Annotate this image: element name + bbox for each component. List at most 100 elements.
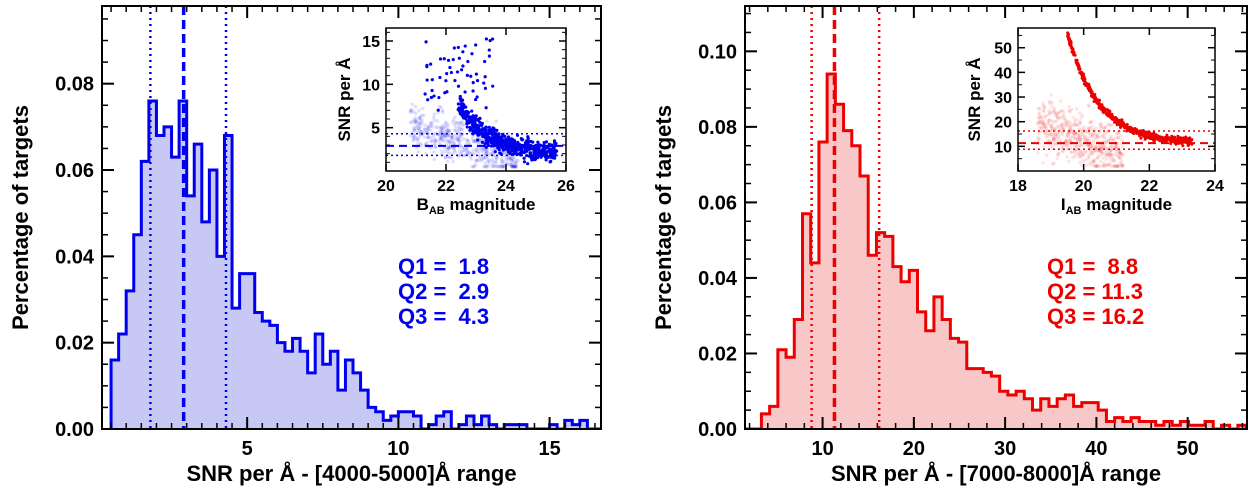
inset-point-faint: [501, 164, 506, 169]
x-axis-label: SNR per Å - [7000-8000]Å range: [831, 460, 1161, 486]
inset-point: [483, 135, 487, 139]
inset-point-faint: [1038, 121, 1043, 126]
inset-point-faint: [1042, 115, 1047, 119]
inset-point-faint: [1068, 120, 1073, 125]
inset-point: [555, 149, 559, 153]
inset-point-faint: [1118, 151, 1123, 156]
inset-point-faint: [1120, 145, 1125, 150]
inset-x-axis-label-suffix: magnitude: [445, 195, 536, 214]
inset-point-faint: [509, 159, 513, 164]
inset-point-faint: [1084, 149, 1088, 153]
inset-point-faint: [435, 118, 440, 123]
inset-point-faint: [1057, 134, 1062, 139]
inset-point-faint: [1077, 127, 1081, 131]
inset-point-faint: [1120, 162, 1125, 167]
inset-point-faint: [481, 155, 486, 160]
inset-point-faint: [474, 150, 478, 154]
inset-point-faint: [1053, 133, 1058, 138]
histogram-bin: [633, 425, 641, 429]
inset-point-faint: [1044, 133, 1049, 137]
inset-point: [1131, 127, 1135, 131]
inset-point: [1089, 91, 1093, 95]
inset-point-faint: [1084, 138, 1088, 142]
inset-point-faint: [413, 119, 418, 124]
inset-point: [1181, 144, 1185, 148]
inset-point-faint: [491, 162, 495, 167]
inset-point-faint: [417, 121, 422, 125]
inset-point: [495, 128, 499, 132]
inset-point: [501, 148, 506, 152]
inset-point-faint: [1117, 155, 1121, 160]
inset-point-faint: [509, 164, 514, 169]
inset-point: [452, 46, 456, 50]
inset-point-faint: [478, 147, 482, 151]
inset-point-faint: [412, 121, 417, 125]
inset-point-faint: [1108, 134, 1113, 138]
inset-point-faint: [1045, 135, 1049, 140]
inset-point-faint: [1087, 155, 1091, 159]
inset-point: [499, 139, 503, 143]
y-tick-label: 0.04: [55, 246, 95, 268]
inset-point-faint: [462, 136, 466, 141]
inset-point-faint: [416, 123, 420, 127]
inset-point-faint: [1093, 164, 1097, 168]
inset-point-faint: [1070, 150, 1074, 154]
inset-point-faint: [465, 138, 469, 142]
inset-point-faint: [437, 140, 442, 145]
inset-point-faint: [1086, 126, 1091, 131]
inset-point: [493, 150, 497, 154]
inset-point: [459, 97, 463, 101]
inset-point-faint: [1044, 129, 1048, 133]
inset-x-tick-label: 20: [1075, 178, 1093, 195]
inset-point: [536, 140, 540, 144]
inset-point-faint: [449, 136, 454, 141]
inset-point-faint: [1048, 111, 1052, 115]
inset-point-faint: [1036, 122, 1040, 126]
inset-point-faint: [1109, 123, 1113, 128]
inset-point: [457, 106, 461, 110]
inset-y-tick-label: 40: [994, 65, 1012, 82]
inset-point: [1106, 113, 1110, 117]
inset-point-faint: [512, 155, 517, 159]
inset-point-faint: [1040, 122, 1045, 126]
inset-point-faint: [1060, 124, 1065, 128]
inset-point-faint: [438, 136, 442, 141]
inset-point-faint: [439, 125, 443, 129]
inset-point-faint: [438, 126, 443, 130]
inset-point-faint: [1057, 110, 1062, 115]
inset-point-faint: [1087, 138, 1091, 143]
inset-point: [494, 141, 498, 145]
inset-point: [429, 95, 433, 100]
inset-point-faint: [449, 155, 454, 160]
inset-point-faint: [464, 141, 469, 146]
inset-point-faint: [1043, 124, 1047, 128]
inset-point-faint: [1089, 152, 1094, 156]
inset-point-faint: [1099, 127, 1104, 131]
quartile-label-q1: Q1 = 8.8: [1047, 254, 1138, 279]
inset-point-faint: [443, 124, 447, 129]
inset-point-faint: [462, 148, 467, 153]
inset-point: [1172, 135, 1176, 139]
inset-point-faint: [484, 164, 489, 169]
inset-point-faint: [1047, 109, 1051, 113]
inset-point-faint: [1079, 115, 1084, 120]
inset-point-faint: [1094, 133, 1099, 137]
inset-point-faint: [1052, 137, 1056, 141]
inset-point-faint: [1116, 164, 1120, 168]
inset-point-faint: [1059, 116, 1063, 120]
inset-point-faint: [1075, 136, 1079, 141]
inset-point-faint: [470, 151, 474, 156]
inset-point-faint: [1121, 152, 1125, 157]
inset-point-faint: [452, 148, 456, 153]
inset-point-faint: [423, 123, 427, 127]
inset-point-faint: [1114, 144, 1118, 149]
histogram-outline: [109, 99, 601, 429]
inset-point-faint: [483, 164, 487, 169]
y-tick-label: 0.08: [698, 117, 737, 139]
inset-point-faint: [1104, 130, 1109, 135]
inset-point-faint: [423, 130, 427, 135]
inset-point-faint: [487, 160, 491, 165]
inset-point-faint: [1060, 131, 1065, 135]
inset-point-faint: [1082, 137, 1086, 141]
